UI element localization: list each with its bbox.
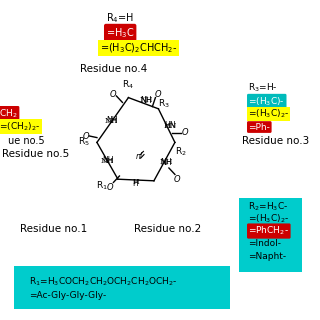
Text: R$_1$: R$_1$: [95, 179, 107, 192]
Text: R$_2$=H$_3$C-: R$_2$=H$_3$C-: [248, 200, 289, 213]
FancyBboxPatch shape: [239, 198, 305, 272]
Text: NH: NH: [159, 158, 172, 166]
Text: =Ac-Gly-Gly-Gly-: =Ac-Gly-Gly-Gly-: [29, 292, 107, 300]
Text: =(H$_3$C)$_2$CHCH$_2$-: =(H$_3$C)$_2$CHCH$_2$-: [100, 41, 177, 55]
Text: O: O: [155, 90, 162, 99]
Text: O: O: [174, 175, 180, 184]
Text: HN: HN: [164, 121, 176, 130]
Text: =(H$_3$C)$_2$-: =(H$_3$C)$_2$-: [248, 213, 290, 226]
Text: =H$_3$C: =H$_3$C: [106, 26, 134, 40]
Text: NH: NH: [100, 157, 114, 165]
Text: =(H$_3$C)-: =(H$_3$C)-: [248, 95, 285, 108]
Text: HN: HN: [163, 123, 177, 131]
Text: H: H: [132, 179, 138, 188]
Text: =(CH$_2$)$_2$-: =(CH$_2$)$_2$-: [0, 120, 41, 133]
Text: O: O: [83, 132, 89, 140]
Text: NH: NH: [105, 117, 118, 125]
Text: NH: NH: [160, 158, 172, 167]
Text: R$_2$: R$_2$: [175, 146, 187, 158]
Text: H: H: [132, 178, 139, 186]
FancyBboxPatch shape: [14, 266, 230, 309]
Text: O: O: [109, 90, 116, 99]
Text: CH$_2$: CH$_2$: [0, 107, 18, 120]
Text: Residue no.2: Residue no.2: [134, 224, 201, 234]
Text: O: O: [107, 183, 114, 192]
Text: =Ph-: =Ph-: [248, 123, 270, 132]
Text: ue no.5: ue no.5: [8, 136, 45, 146]
Text: Residue no.4: Residue no.4: [80, 64, 147, 74]
Text: NH: NH: [103, 156, 114, 165]
Text: =(H$_3$C)$_2$-: =(H$_3$C)$_2$-: [248, 108, 290, 121]
Text: R$_4$=H: R$_4$=H: [106, 11, 134, 25]
Text: =Indol-: =Indol-: [248, 239, 281, 248]
Text: =Napht-: =Napht-: [248, 252, 286, 261]
Text: NH: NH: [140, 96, 152, 105]
Text: Residue no.3: Residue no.3: [242, 136, 310, 147]
Text: R$_3$=H-: R$_3$=H-: [248, 82, 278, 94]
Text: NH: NH: [106, 116, 118, 125]
Text: R$_1$=H$_3$COCH$_2$CH$_2$OCH$_2$CH$_2$OCH$_2$-: R$_1$=H$_3$COCH$_2$CH$_2$OCH$_2$CH$_2$OC…: [29, 275, 178, 288]
Text: NH: NH: [139, 96, 153, 104]
Text: R$_5$: R$_5$: [77, 135, 89, 148]
Text: O: O: [181, 128, 188, 137]
Text: nl: nl: [135, 152, 142, 161]
Text: R$_3$: R$_3$: [158, 98, 170, 110]
Text: Residue no.1: Residue no.1: [20, 224, 87, 234]
Text: R$_4$: R$_4$: [123, 78, 134, 91]
Text: Residue no.5: Residue no.5: [3, 148, 70, 159]
Text: =PhCH$_2$-: =PhCH$_2$-: [248, 225, 289, 237]
